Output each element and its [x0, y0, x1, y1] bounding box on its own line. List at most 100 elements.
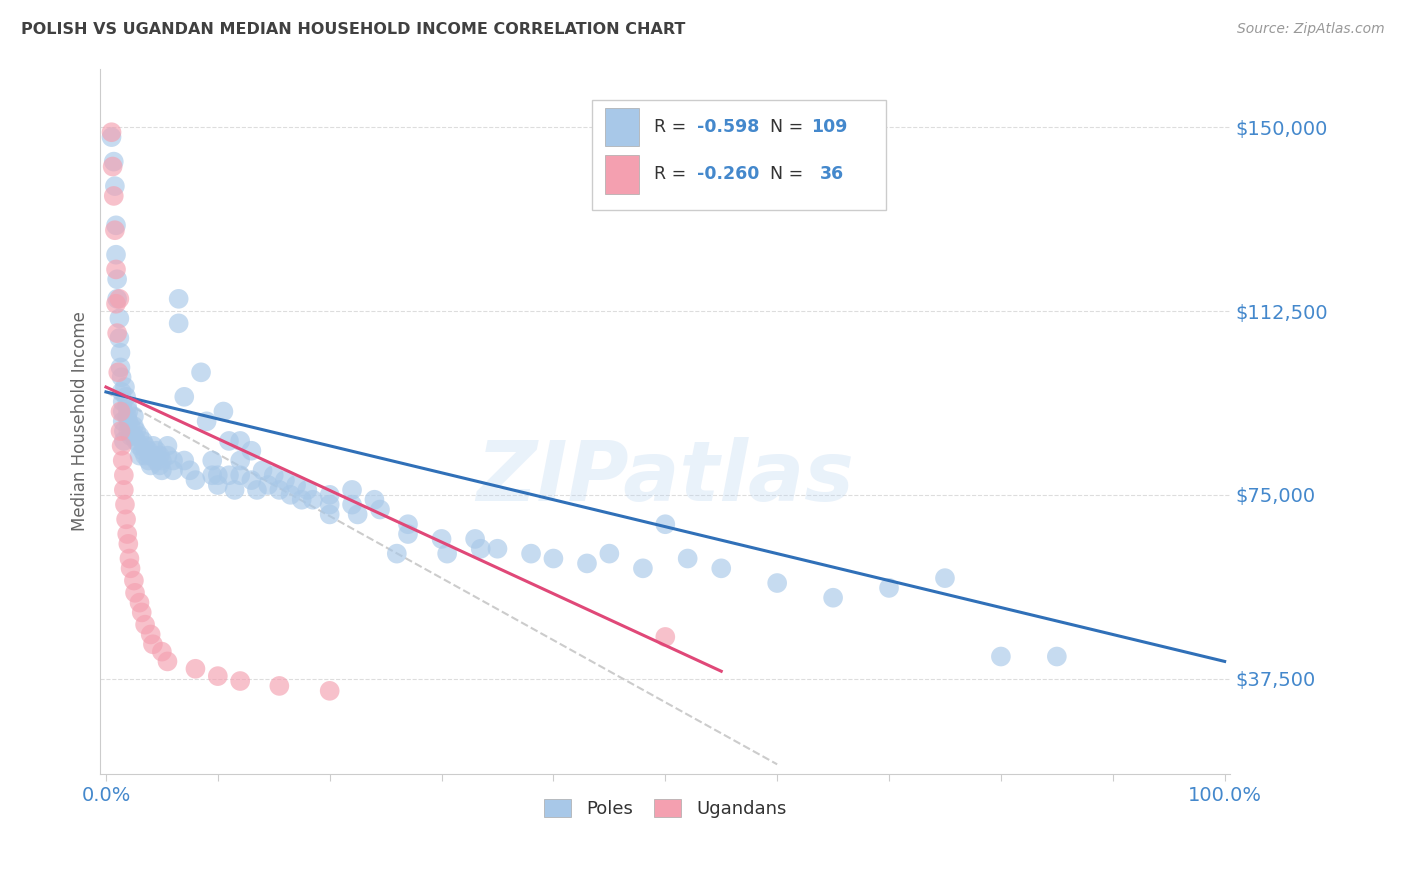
Point: [167, 292, 190, 306]
Point: [218, 468, 240, 483]
Text: 109: 109: [811, 118, 848, 136]
Point: [184, 662, 207, 676]
Point: [207, 669, 229, 683]
Point: [218, 434, 240, 448]
Point: [108, 311, 131, 326]
Point: [823, 591, 845, 605]
Point: [125, 424, 148, 438]
Text: -0.598: -0.598: [697, 118, 759, 136]
Point: [103, 189, 125, 203]
Point: [162, 463, 184, 477]
Point: [877, 581, 900, 595]
Text: R =: R =: [654, 118, 692, 136]
Point: [436, 547, 458, 561]
Point: [115, 390, 138, 404]
Point: [112, 424, 135, 438]
Point: [122, 409, 145, 424]
Point: [101, 160, 124, 174]
Point: [139, 627, 162, 641]
Point: [138, 453, 160, 467]
Point: [766, 576, 789, 591]
Point: [107, 365, 129, 379]
Point: [139, 458, 162, 473]
Point: [710, 561, 733, 575]
Point: [340, 483, 363, 497]
Point: [676, 551, 699, 566]
Point: [280, 488, 302, 502]
Point: [120, 419, 142, 434]
Point: [110, 439, 132, 453]
Point: [117, 424, 139, 438]
Point: [246, 483, 269, 497]
Point: [142, 449, 165, 463]
Point: [990, 649, 1012, 664]
Point: [117, 414, 139, 428]
Point: [269, 679, 291, 693]
Point: [263, 468, 285, 483]
Point: [1080, 806, 1102, 821]
Text: ZIPatlas: ZIPatlas: [477, 437, 855, 518]
Point: [104, 179, 127, 194]
Point: [430, 532, 453, 546]
Point: [128, 596, 150, 610]
Point: [105, 262, 128, 277]
Legend: Poles, Ugandans: Poles, Ugandans: [537, 791, 793, 825]
Point: [110, 370, 132, 384]
Point: [105, 219, 128, 233]
Point: [167, 316, 190, 330]
Text: 36: 36: [820, 165, 844, 184]
Point: [934, 571, 956, 585]
Point: [134, 439, 156, 453]
Point: [125, 434, 148, 448]
Point: [340, 498, 363, 512]
Point: [195, 414, 218, 428]
Text: -0.260: -0.260: [697, 165, 759, 184]
Point: [252, 463, 274, 477]
Point: [120, 429, 142, 443]
Point: [212, 404, 235, 418]
Point: [1046, 649, 1069, 664]
Point: [111, 394, 134, 409]
Point: [396, 517, 419, 532]
Point: [318, 508, 340, 522]
Point: [105, 326, 128, 340]
Point: [103, 154, 125, 169]
Point: [108, 331, 131, 345]
Point: [318, 498, 340, 512]
Point: [162, 453, 184, 467]
Point: [224, 483, 246, 497]
Point: [229, 453, 252, 467]
Point: [105, 272, 128, 286]
Point: [150, 463, 173, 477]
Point: [240, 473, 263, 487]
Point: [111, 404, 134, 418]
Point: [111, 453, 134, 467]
Point: [156, 439, 179, 453]
Point: [112, 468, 135, 483]
Point: [118, 551, 141, 566]
Point: [124, 586, 146, 600]
Point: [122, 419, 145, 434]
Point: [110, 360, 132, 375]
Text: Source: ZipAtlas.com: Source: ZipAtlas.com: [1237, 22, 1385, 37]
Point: [115, 400, 138, 414]
Point: [173, 453, 195, 467]
Point: [318, 488, 340, 502]
Point: [302, 492, 325, 507]
Point: [110, 384, 132, 399]
Point: [229, 673, 252, 688]
Text: N =: N =: [770, 165, 808, 184]
Point: [128, 449, 150, 463]
Point: [207, 478, 229, 492]
Point: [110, 424, 132, 438]
Point: [131, 606, 153, 620]
Point: [543, 551, 565, 566]
Point: [368, 502, 391, 516]
Point: [145, 443, 167, 458]
Point: [291, 492, 314, 507]
Point: [396, 527, 419, 541]
Point: [654, 630, 676, 644]
Point: [229, 434, 252, 448]
Point: [100, 130, 122, 145]
Point: [486, 541, 509, 556]
